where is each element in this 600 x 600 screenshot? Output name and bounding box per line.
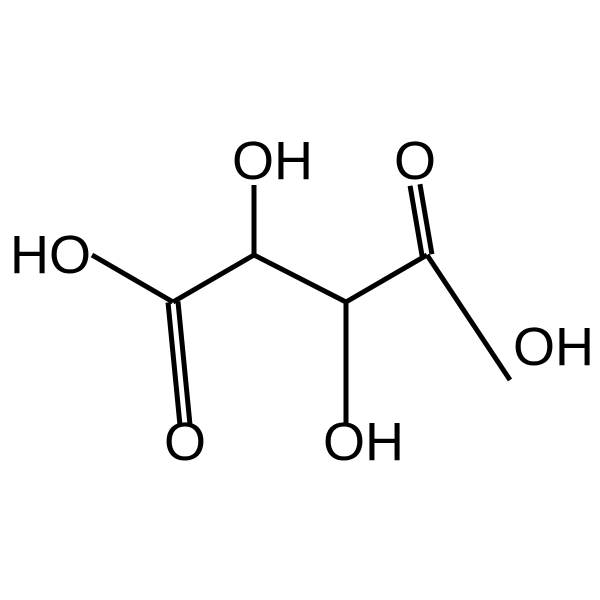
- atom-o_bottom: O: [164, 412, 206, 472]
- atom-oh_bottom: OH: [323, 412, 404, 472]
- atom-oh_top: OH: [232, 131, 313, 191]
- bond-layer: [92, 184, 510, 425]
- atom-oh_right: OH: [513, 317, 594, 377]
- molecule-diagram: OHOHOOHOOH: [0, 0, 600, 600]
- atom-o_top: O: [394, 131, 436, 191]
- atom-ho_left: HO: [10, 225, 91, 285]
- atom-label-layer: OHOHOOHOOH: [10, 131, 594, 472]
